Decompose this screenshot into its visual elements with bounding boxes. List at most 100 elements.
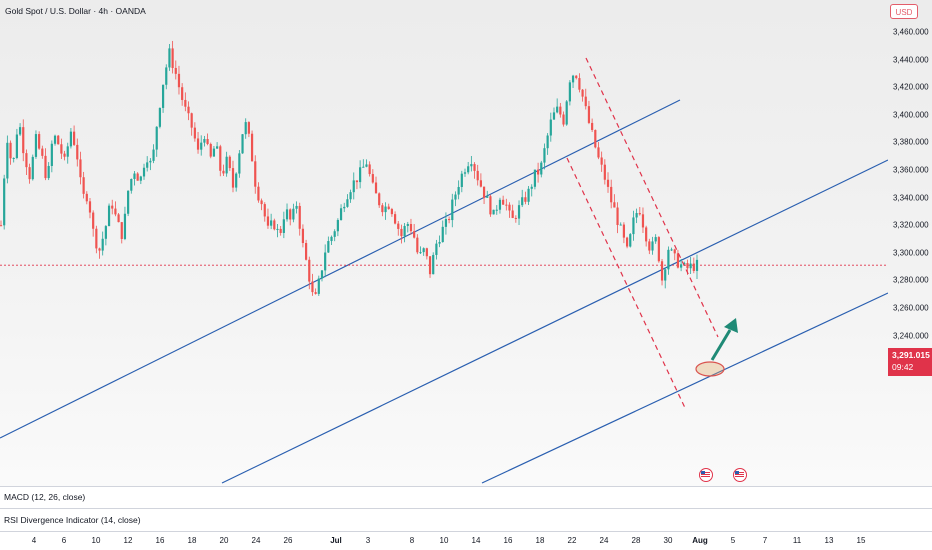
- price-axis[interactable]: 3,460.000 3,440.000 3,420.000 3,400.000 3,38…: [888, 0, 932, 486]
- candle-body: [467, 166, 470, 173]
- candle-body: [324, 252, 327, 271]
- price-tick: 3,460.000: [893, 27, 929, 37]
- time-tick: 6: [61, 536, 67, 545]
- candle-body: [158, 107, 162, 127]
- candle-body: [247, 122, 250, 134]
- time-tick: 24: [251, 536, 261, 545]
- candle-body: [146, 162, 149, 168]
- candle-body: [606, 179, 610, 187]
- candle-body: [349, 192, 352, 200]
- candle-body: [664, 269, 667, 281]
- candlestick-plot[interactable]: [0, 0, 888, 486]
- candle-body: [413, 231, 416, 238]
- candle-body: [556, 106, 559, 113]
- candle-body: [527, 188, 530, 202]
- candle-body: [444, 219, 448, 227]
- time-tick: 22: [567, 536, 577, 545]
- support-highlight-ellipse: [695, 361, 725, 377]
- candle-body: [15, 134, 18, 158]
- candle-body: [196, 138, 200, 150]
- candle-body: [336, 219, 339, 232]
- candle-body: [673, 249, 676, 254]
- candle-body: [374, 182, 378, 194]
- candle-body: [676, 253, 680, 268]
- macd-label[interactable]: MACD (12, 26, close): [4, 492, 86, 502]
- candle-body: [333, 231, 336, 237]
- candle-body: [343, 206, 346, 209]
- candle-body: [584, 96, 587, 107]
- candle-body: [568, 82, 571, 102]
- candle-body: [311, 281, 314, 293]
- candle-body: [381, 205, 384, 213]
- candle-body: [123, 213, 127, 239]
- candle-body: [517, 205, 521, 219]
- candle-body: [521, 197, 524, 206]
- candle-body: [114, 208, 117, 215]
- candle-body: [482, 186, 486, 198]
- time-tick: 24: [599, 536, 609, 545]
- time-axis[interactable]: 4 6 10 12 16 18 20 24 26 Jul 3 8 10 14 16 18 22 24 28 30 Aug…: [0, 531, 932, 550]
- candle-body: [279, 228, 282, 233]
- candle-body: [95, 228, 98, 249]
- projection-arrow-shaft: [710, 329, 732, 361]
- candle-body: [270, 220, 273, 226]
- us-flag-icon[interactable]: [733, 468, 747, 482]
- symbol-title[interactable]: Gold Spot / U.S. Dollar · 4h · OANDA: [5, 6, 146, 16]
- candle-body: [72, 131, 76, 145]
- candle-body: [57, 135, 60, 145]
- candle-body: [127, 190, 130, 214]
- candle-body: [505, 204, 508, 206]
- channel-lower-line: [481, 292, 888, 484]
- candle-body: [419, 252, 422, 254]
- currency-button[interactable]: USD: [890, 4, 918, 19]
- candle-body: [667, 249, 670, 270]
- candle-body: [397, 223, 400, 229]
- us-flag-icon[interactable]: [699, 468, 713, 482]
- candle-body: [470, 164, 473, 167]
- candle-body: [304, 243, 308, 260]
- candle-body: [18, 127, 22, 135]
- candle-body: [130, 178, 133, 191]
- time-tick: 11: [792, 536, 802, 545]
- candle-body: [231, 168, 235, 188]
- candle-body: [241, 134, 244, 154]
- candle-body: [495, 209, 498, 211]
- candle-body: [654, 237, 657, 242]
- candle-body: [416, 237, 419, 253]
- last-price-badge: 3,291.015 09:42: [888, 348, 932, 376]
- candle-body: [133, 173, 136, 179]
- candle-body: [384, 206, 387, 213]
- candle-body: [187, 106, 190, 114]
- candle-body: [206, 139, 209, 144]
- price-tick: 3,360.000: [893, 165, 929, 175]
- candle-body: [66, 146, 69, 157]
- candle-body: [193, 127, 196, 139]
- candle-body: [295, 205, 298, 209]
- candle-body: [463, 172, 467, 174]
- time-tick: 30: [663, 536, 673, 545]
- candle-body: [536, 169, 540, 175]
- candle-body: [301, 228, 305, 244]
- candle-body: [238, 153, 241, 174]
- candle-body: [85, 193, 88, 202]
- price-tick: 3,420.000: [893, 82, 929, 92]
- candle-body: [136, 173, 139, 181]
- candle-body: [476, 170, 479, 181]
- rsi-label[interactable]: RSI Divergence Indicator (14, close): [4, 515, 141, 525]
- candle-body: [552, 112, 556, 120]
- candle-body: [47, 165, 50, 179]
- candle-body: [390, 209, 394, 215]
- candle-body: [161, 84, 165, 108]
- candle-body: [460, 173, 463, 187]
- candle-body: [203, 139, 206, 143]
- price-chart[interactable]: Gold Spot / U.S. Dollar · 4h · OANDA USD…: [0, 0, 932, 486]
- candle-body: [613, 202, 616, 208]
- candle-body: [660, 261, 664, 281]
- candle-body: [92, 212, 95, 229]
- time-tick: 13: [824, 536, 834, 545]
- rsi-pane[interactable]: RSI Divergence Indicator (14, close): [0, 508, 932, 531]
- macd-pane[interactable]: MACD (12, 26, close): [0, 486, 932, 508]
- candle-body: [142, 167, 146, 177]
- price-tick: 3,240.000: [893, 331, 929, 341]
- candle-body: [591, 122, 594, 130]
